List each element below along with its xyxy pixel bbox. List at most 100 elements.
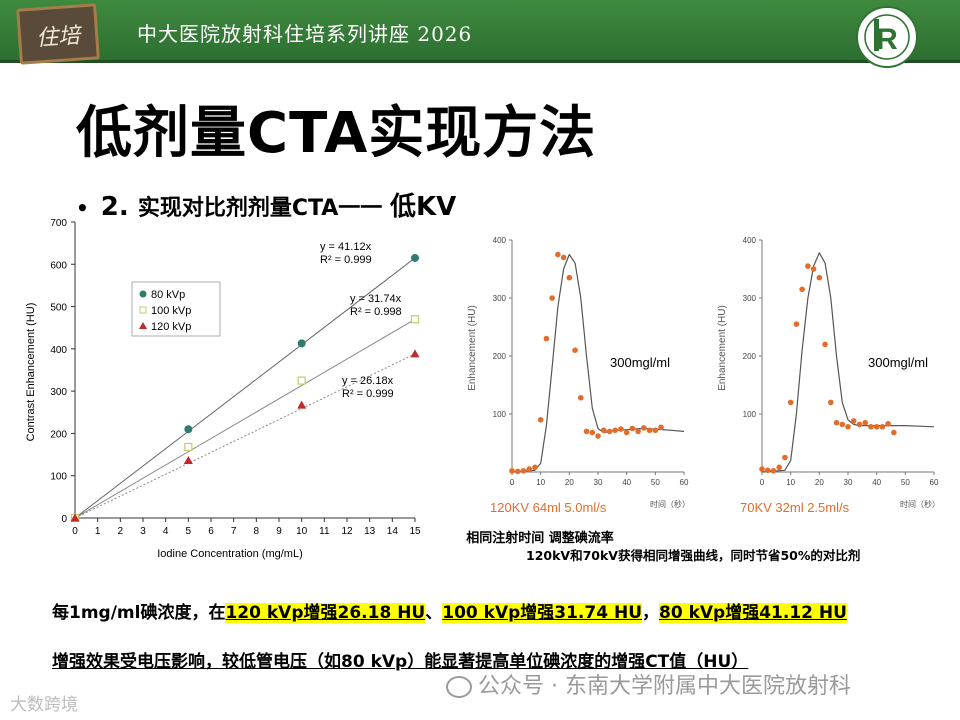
legend-marker-100kvp bbox=[139, 306, 147, 314]
chart1-legend-label: 120 kVp bbox=[151, 321, 191, 333]
curve-x-tick-label: 30 bbox=[844, 478, 853, 487]
chart1-fit-equation: y = 31.74x bbox=[350, 293, 402, 305]
watermark-text: 公众号 · 东南大学附属中大医院放射科 bbox=[478, 674, 851, 699]
enhancement-data-point bbox=[759, 466, 765, 472]
curve-x-tick-label: 30 bbox=[594, 478, 603, 487]
chart1-fit-equation: y = 41.12x bbox=[320, 241, 372, 253]
enhancement-data-point bbox=[646, 427, 653, 434]
chart1-point-80kvp bbox=[411, 253, 419, 262]
curve-x-tick-label: 60 bbox=[680, 478, 689, 487]
chart1-y-tick-label: 600 bbox=[50, 260, 67, 271]
curve-y-tick-label: 400 bbox=[493, 236, 507, 245]
highlight-80kvp: 80 kVp增强41.12 HU bbox=[659, 603, 847, 623]
chart3-annotation: 300mgl/ml bbox=[868, 355, 928, 370]
enhancement-data-point bbox=[589, 429, 596, 436]
chart1-x-tick-label: 2 bbox=[118, 526, 124, 537]
chart1-point-120kvp bbox=[410, 349, 420, 358]
chart1-fit-line-0 bbox=[74, 257, 416, 519]
summary-line-2: 增强效果受电压影响，较低管电压（如80 kVp）能显著提高单位碘浓度的增强CT值… bbox=[52, 652, 749, 672]
svg-text:R: R bbox=[876, 23, 898, 56]
chart1-fit-r2: R² = 0.999 bbox=[342, 388, 394, 400]
enhancement-data-point bbox=[856, 421, 863, 428]
enhancement-data-point bbox=[845, 423, 851, 430]
chart1-x-tick-label: 5 bbox=[186, 526, 192, 537]
chart1-legend-label: 80 kVp bbox=[151, 289, 185, 301]
chart1-x-tick-label: 1 bbox=[95, 526, 101, 537]
chart3-ylabel: Enhancement (HU) bbox=[717, 305, 728, 391]
bullet-dot: • bbox=[76, 196, 89, 220]
enhancement-data-point bbox=[764, 467, 771, 474]
enhancement-data-point bbox=[770, 468, 777, 474]
curve-x-tick-label: 20 bbox=[815, 478, 824, 487]
enhancement-data-point bbox=[549, 295, 555, 301]
enhancement-data-point bbox=[566, 274, 573, 281]
enhancement-data-point bbox=[618, 426, 624, 432]
enhancement-data-point bbox=[543, 335, 550, 342]
bullet-text: 实现对比剂剂量CTA一一 bbox=[137, 196, 390, 221]
chart1-legend-box bbox=[131, 281, 221, 337]
chart1-point-100kvp bbox=[410, 315, 420, 324]
curve-y-tick-label: 100 bbox=[493, 410, 507, 419]
wechat-watermark: 公众号 · 东南大学附属中大医院放射科 bbox=[446, 668, 851, 700]
program-badge: 住培 bbox=[16, 3, 100, 65]
curve-x-tick-label: 50 bbox=[651, 478, 660, 487]
enhancement-data-point bbox=[578, 394, 584, 401]
chart1-x-tick-label: 7 bbox=[231, 526, 237, 537]
enhancement-data-point bbox=[873, 423, 880, 430]
enhancement-data-point bbox=[652, 427, 659, 434]
chart1-point-120kvp bbox=[70, 513, 80, 522]
curve-y-tick-label: 200 bbox=[743, 352, 757, 361]
enhancement-data-point bbox=[833, 419, 840, 426]
corner-watermark: 大数跨境 bbox=[10, 695, 78, 715]
enhancement-data-point bbox=[782, 454, 788, 461]
legend-marker-120kvp bbox=[139, 322, 147, 329]
curve-x-tick-label: 10 bbox=[536, 478, 545, 487]
enhancement-data-point bbox=[600, 427, 607, 434]
enhancement-data-point bbox=[822, 341, 828, 348]
summary-line-1: 每1mg/ml碘浓度，在120 kVp增强26.18 HU、100 kVp增强3… bbox=[52, 598, 847, 623]
chart1-y-tick-label: 200 bbox=[50, 429, 67, 440]
chart1-x-tick-label: 10 bbox=[296, 526, 308, 537]
enhancement-data-point bbox=[810, 266, 817, 272]
header-banner bbox=[0, 0, 960, 60]
curve-x-tick-label: 20 bbox=[565, 478, 574, 487]
enhancement-data-point bbox=[839, 421, 846, 428]
enhancement-data-point bbox=[572, 347, 578, 353]
curve-x-tick-label: 40 bbox=[872, 478, 881, 487]
chart2-annotation: 300mgl/ml bbox=[610, 355, 670, 370]
hospital-logo-icon: R bbox=[856, 6, 918, 68]
highlight-100kvp: 100 kVp增强31.74 HU bbox=[442, 603, 642, 623]
enhancement-data-point bbox=[532, 464, 538, 471]
chart1-x-tick-label: 3 bbox=[140, 526, 146, 537]
bullet-point: • 2. 实现对比剂剂量CTA一一 低KV bbox=[76, 186, 456, 223]
caption-injection: 相同注射时间 调整碘流率 bbox=[466, 531, 614, 546]
bullet-emphasis: 低KV bbox=[389, 192, 457, 222]
chart1-x-tick-label: 4 bbox=[163, 526, 169, 537]
curve-y-tick-label: 400 bbox=[743, 236, 757, 245]
curve-y-tick-label: 100 bbox=[743, 410, 757, 419]
curve-y-tick-label: 300 bbox=[743, 294, 757, 303]
enhancement-data-point bbox=[805, 263, 811, 269]
chart1-x-tick-label: 14 bbox=[387, 526, 399, 537]
chart1-legend-label: 100 kVp bbox=[151, 305, 191, 317]
chart1-fit-line-2 bbox=[74, 353, 416, 519]
enhancement-data-point bbox=[606, 428, 613, 435]
chart2-footer: 120KV 64ml 5.0ml/s bbox=[490, 500, 607, 515]
enhancement-data-point bbox=[862, 419, 868, 426]
summary-sep1: 、 bbox=[425, 603, 443, 623]
chart1-fit-r2: R² = 0.999 bbox=[320, 254, 372, 266]
curve-x-tick-label: 0 bbox=[760, 478, 765, 487]
enhancement-data-point bbox=[641, 425, 647, 431]
chart1-x-tick-label: 9 bbox=[276, 526, 282, 537]
curve-x-tick-label: 50 bbox=[901, 478, 910, 487]
chart2-ylabel: Enhancement (HU) bbox=[467, 305, 478, 391]
enhancement-curve-120kv: 0 10 20 30 40 50 60 100 200 300 400 300mgl/ml Enha… bbox=[467, 236, 690, 515]
chart1-point-80kvp bbox=[184, 425, 193, 434]
caption-result: 120kV和70kV获得相同增强曲线，同时节省50%的对比剂 bbox=[526, 548, 861, 563]
curve-x-tick-label: 40 bbox=[622, 478, 631, 487]
chart1-x-tick-label: 12 bbox=[341, 526, 353, 537]
enhancement-data-point bbox=[816, 274, 823, 281]
curve-x-tick-label: 10 bbox=[786, 478, 795, 487]
chart1-point-120kvp bbox=[183, 455, 193, 464]
chart1-x-tick-label: 6 bbox=[208, 526, 214, 537]
